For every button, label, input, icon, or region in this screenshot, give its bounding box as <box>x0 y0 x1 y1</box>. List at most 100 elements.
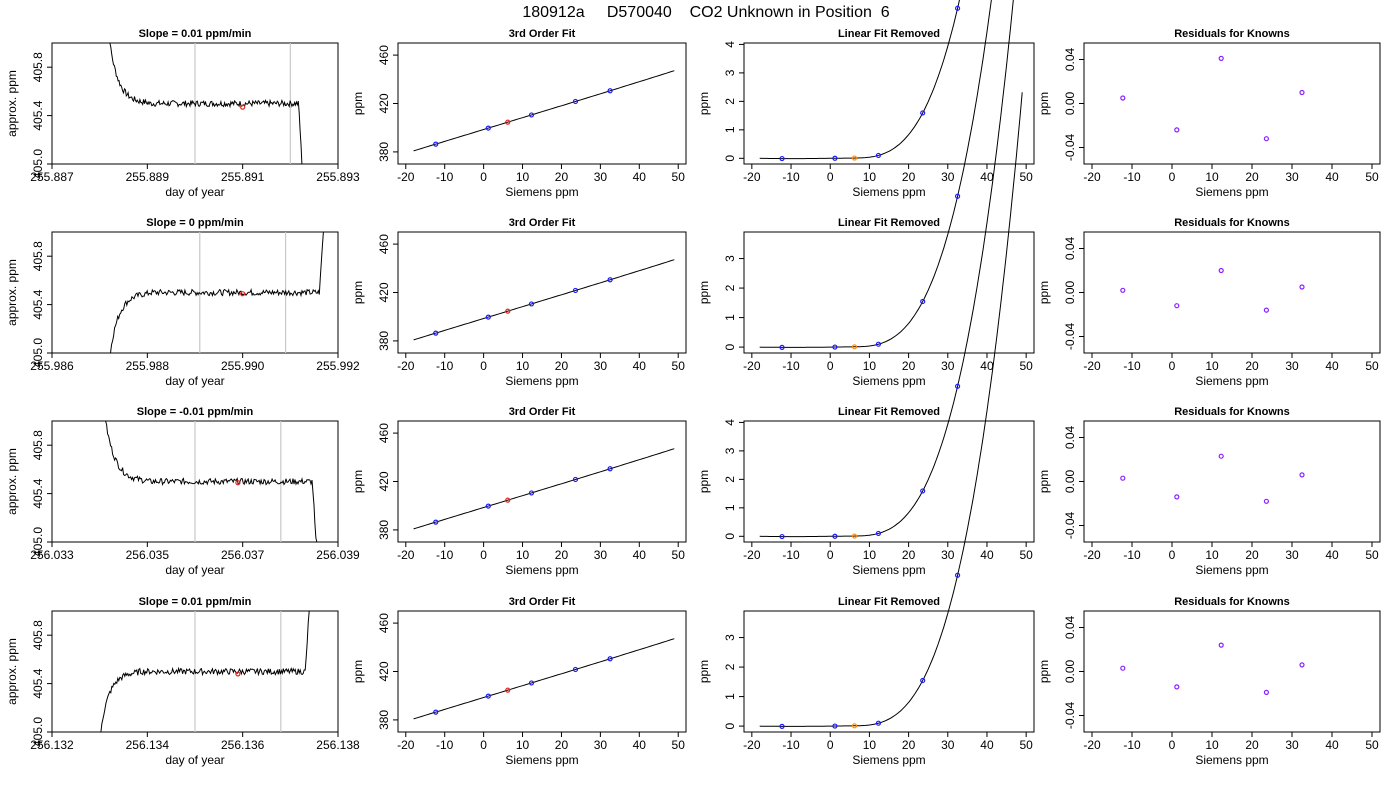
plot-frame <box>1083 231 1381 354</box>
known-point <box>875 530 882 537</box>
x-tick-label: 10 <box>516 548 530 562</box>
x-tick-label: 50 <box>672 359 686 373</box>
known-point <box>433 141 439 147</box>
cubic-curve <box>759 0 1014 538</box>
x-tick-label: 10 <box>1205 548 1219 562</box>
panel-title: Linear Fit Removed <box>838 28 940 40</box>
x-tick-label: -20 <box>1083 170 1101 184</box>
x-tick-label: 0 <box>480 170 487 184</box>
unknown-point <box>851 533 858 539</box>
x-tick-label: 0 <box>1169 548 1176 562</box>
x-axis-label: Siemens ppm <box>1195 185 1268 199</box>
known-point <box>433 709 439 715</box>
y-tick-label: 460 <box>377 45 391 65</box>
x-tick-label: 0 <box>1169 738 1176 752</box>
x-tick-label: 50 <box>1019 738 1033 752</box>
x-tick-label: 30 <box>1285 548 1299 562</box>
known-point <box>779 533 785 540</box>
y-tick-label: 3 <box>723 69 737 76</box>
unknown-marker <box>235 480 241 486</box>
x-tick-label: 30 <box>1285 170 1299 184</box>
time-panel-row3: Slope = -0.01 ppm/min day of year approx. … <box>5 406 360 577</box>
linear-panel-row2: Linear Fit Removed Siemens ppm ppm -20 -10 0 1… <box>697 0 1035 388</box>
y-axis-label: approx. ppm <box>5 448 19 515</box>
x-tick-label: 50 <box>672 738 686 752</box>
panel-title: Slope = -0.01 ppm/min <box>137 406 254 418</box>
y-tick-label: 1 <box>723 126 737 133</box>
y-axis-label: ppm <box>1037 660 1051 683</box>
x-tick-label: 30 <box>1285 738 1299 752</box>
x-tick-label: -20 <box>743 548 761 562</box>
linear-panel-row4: Linear Fit Removed Siemens ppm ppm -20 -10 0 1… <box>697 92 1035 767</box>
known-point <box>920 110 926 116</box>
x-tick-label: 40 <box>1325 170 1339 184</box>
x-tick-label: -20 <box>1083 359 1101 373</box>
known-point <box>572 98 579 105</box>
panel-title: Linear Fit Removed <box>838 217 940 229</box>
unknown-marker <box>240 291 246 297</box>
x-tick-label: -10 <box>436 170 454 184</box>
x-tick-label: 256.039 <box>316 548 360 562</box>
y-tick-label: 380 <box>377 331 391 351</box>
known-point <box>875 341 882 347</box>
x-tick-label: 40 <box>980 738 994 752</box>
x-axis-label: Siemens ppm <box>505 753 578 767</box>
known-point <box>875 152 882 159</box>
x-axis-label: Siemens ppm <box>852 563 925 577</box>
unknown-point <box>851 155 858 161</box>
x-tick-label: 255.889 <box>126 170 170 184</box>
y-tick-label: 1 <box>723 504 737 511</box>
y-tick-label: 0.00 <box>1063 91 1077 115</box>
known-point <box>528 490 535 496</box>
x-tick-label: -10 <box>782 548 800 562</box>
plot-frame <box>397 42 687 165</box>
x-tick-label: 0 <box>480 548 487 562</box>
plot-frame <box>1083 42 1381 165</box>
page-title: 180912a D570040 CO2 Unknown in Position … <box>522 4 889 21</box>
known-point <box>954 383 961 389</box>
x-tick-label: -10 <box>782 359 800 373</box>
y-tick-label: -0.04 <box>1063 512 1077 540</box>
y-tick-label: 0 <box>723 722 737 729</box>
x-tick-label: 10 <box>863 359 877 373</box>
known-point <box>572 287 579 294</box>
fit-curve <box>413 448 675 530</box>
panel-title: Residuals for Knowns <box>1174 217 1290 229</box>
y-tick-label: 3 <box>723 447 737 454</box>
x-tick-label: 256.138 <box>316 738 360 752</box>
residual-point <box>1120 287 1126 293</box>
y-tick-label: 2 <box>723 476 737 483</box>
x-axis-label: Siemens ppm <box>852 185 925 199</box>
x-tick-label: 0 <box>1169 170 1176 184</box>
x-tick-label: 20 <box>555 359 569 373</box>
y-tick-label: 405.0 <box>31 717 45 747</box>
known-point <box>433 330 439 336</box>
fit-panel-row3: 3rd Order Fit Siemens ppm ppm -20 -10 0 10 20 30… <box>351 406 687 577</box>
x-tick-label: 0 <box>827 548 834 562</box>
x-tick-label: 50 <box>1365 548 1379 562</box>
known-point <box>954 572 961 578</box>
panel-title: 3rd Order Fit <box>509 28 576 40</box>
unknown-point <box>505 687 511 693</box>
y-axis-label: ppm <box>1037 92 1051 115</box>
x-tick-label: -10 <box>782 170 800 184</box>
known-point <box>607 277 613 283</box>
known-point <box>528 112 535 118</box>
x-tick-label: 30 <box>941 548 955 562</box>
known-point <box>607 88 613 94</box>
y-tick-label: 380 <box>377 142 391 162</box>
plot-frame <box>743 420 1035 543</box>
residual-point <box>1174 494 1180 500</box>
y-tick-label: 0.04 <box>1063 615 1077 639</box>
x-tick-label: 256.136 <box>221 738 265 752</box>
plot-frame <box>743 610 1035 733</box>
known-point <box>528 680 535 686</box>
time-series-line <box>94 610 315 733</box>
known-point <box>832 723 838 729</box>
x-tick-label: -10 <box>436 359 454 373</box>
x-tick-label: -20 <box>743 738 761 752</box>
panel-title: Slope = 0.01 ppm/min <box>139 596 252 608</box>
x-tick-label: 40 <box>980 170 994 184</box>
panel-title: Linear Fit Removed <box>838 596 940 608</box>
known-point <box>920 677 926 684</box>
